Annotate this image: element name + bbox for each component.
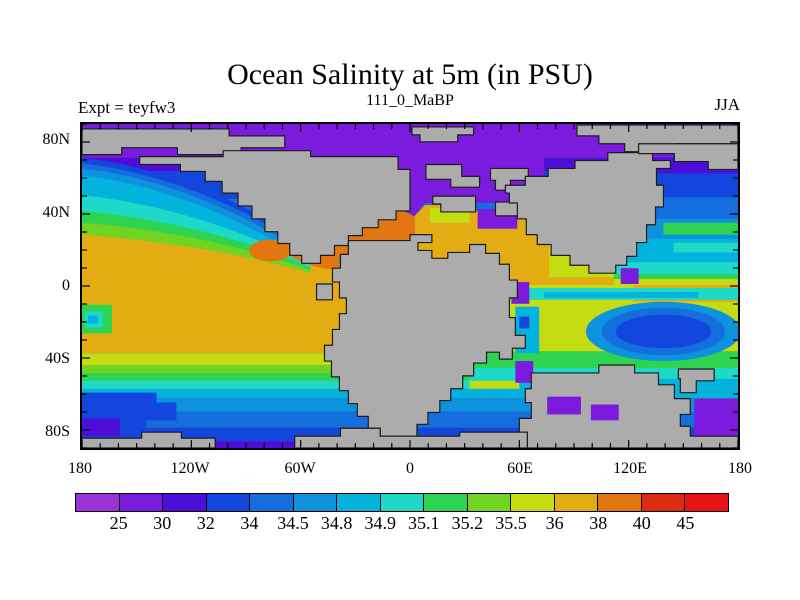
colorbar: [75, 493, 729, 512]
lat-label-40N: 40N: [42, 204, 70, 222]
colorbar-label-40: 40: [632, 513, 651, 533]
colorbar-label-38: 38: [589, 513, 608, 533]
colorbar-segment-10: [511, 494, 555, 511]
colorbar-segment-4: [250, 494, 294, 511]
lat-label-40S: 40S: [45, 349, 70, 367]
colorbar-label-34: 34: [240, 513, 259, 533]
land-north-america: [139, 150, 411, 264]
colorbar-label-25: 25: [109, 513, 128, 533]
colorbar-segment-3: [206, 494, 251, 511]
colorbar-segment-12: [598, 494, 642, 511]
indian-ocean-sector: [469, 282, 738, 391]
colorbar-label-35.2: 35.2: [451, 513, 484, 533]
colorbar-label-32: 32: [196, 513, 215, 533]
colorbar-segment-14: [685, 494, 728, 511]
lon-label-60E: 60E: [507, 460, 533, 477]
lon-label-60W: 60W: [284, 460, 316, 477]
lat-label-80S: 80S: [45, 422, 70, 440]
land-asia: [504, 152, 672, 274]
land-masses: [82, 124, 738, 448]
land-arctic-island: [411, 126, 475, 143]
colorbar-label-36: 36: [545, 513, 564, 533]
colorbar-segment-0: [76, 494, 120, 511]
colorbar-segment-8: [424, 494, 468, 511]
colorbar-segment-11: [554, 494, 599, 511]
lon-label-120E: 120E: [613, 460, 647, 477]
colorbar-segment-5: [293, 494, 338, 511]
land-fragment-east: [677, 368, 715, 394]
experiment-label: Expt = teyfw3: [78, 98, 176, 117]
colorbar-segment-2: [163, 494, 207, 511]
land-south-america-africa: [323, 234, 526, 437]
lon-label-180: 180: [68, 460, 92, 477]
coastal-purple-patches: [547, 268, 639, 421]
land-antarctica-west: [82, 431, 216, 448]
map-tick-marks: [82, 124, 738, 448]
lat-label-80N: 80N: [42, 131, 70, 149]
colorbar-label-34.5: 34.5: [277, 513, 309, 533]
land-beringia: [638, 143, 738, 171]
colorbar-label-34.8: 34.8: [320, 513, 353, 533]
colorbar-segment-13: [641, 494, 686, 511]
land-arctic-northeast: [576, 124, 738, 153]
lon-label-0: 0: [406, 460, 414, 477]
land-europe-a: [425, 163, 481, 188]
colorbar-segment-1: [119, 494, 164, 511]
map-svg: [82, 124, 738, 448]
lon-label-120W: 120W: [170, 460, 210, 477]
southern-ocean-features: [82, 304, 738, 441]
land-island-small: [315, 283, 334, 301]
colorbar-label-30: 30: [153, 513, 172, 533]
colorbar-label-35.5: 35.5: [495, 513, 527, 533]
land-antarctica-main: [294, 427, 528, 448]
colorbar-segment-7: [380, 494, 425, 511]
map-plot-area: [80, 122, 740, 450]
colorbar-label-45: 45: [676, 513, 695, 533]
colorbar-segment-9: [467, 494, 512, 511]
season-label: JJA: [714, 95, 740, 114]
colorbar-label-35.1: 35.1: [408, 513, 440, 533]
land-europe-b: [432, 195, 477, 213]
page-title: Ocean Salinity at 5m (in PSU): [227, 58, 593, 91]
subtitle: 111_0_MaBP: [366, 92, 454, 109]
colorbar-label-34.9: 34.9: [364, 513, 396, 533]
lat-label-0: 0: [62, 277, 70, 294]
lon-label-180: 180: [728, 460, 752, 477]
colorbar-segment-6: [337, 494, 381, 511]
land-australia-antarctica: [518, 364, 738, 448]
